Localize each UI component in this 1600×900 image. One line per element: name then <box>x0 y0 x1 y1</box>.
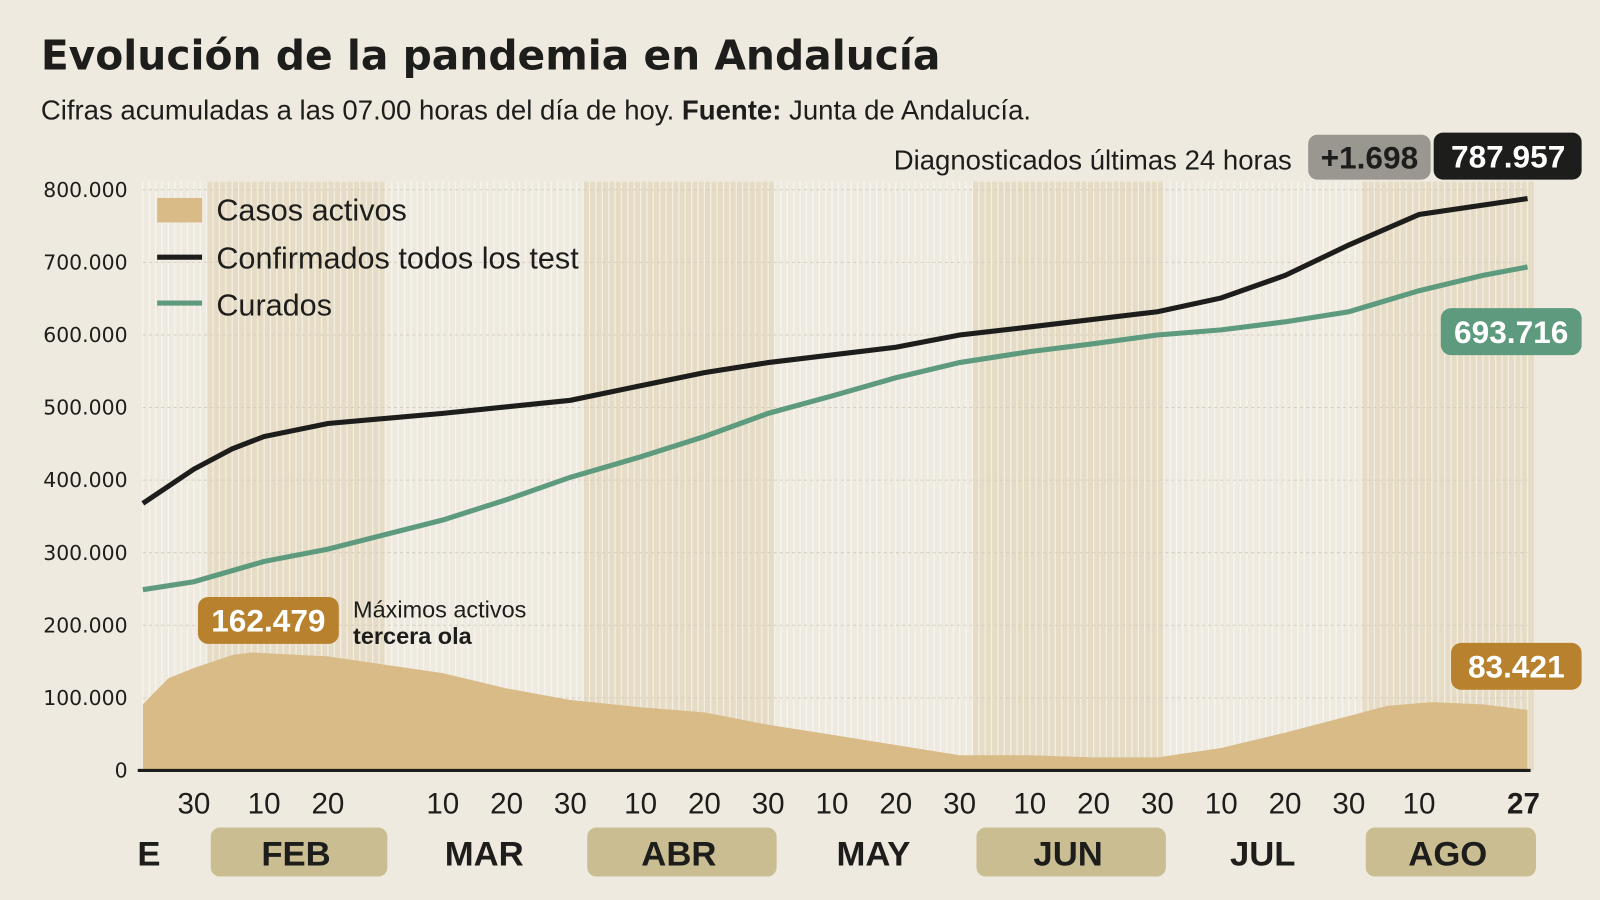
month-pill <box>587 827 777 877</box>
x-tick-label: 20 <box>1269 787 1302 820</box>
y-tick-label: 0 <box>115 759 128 783</box>
legend-label-recovered: Curados <box>216 288 332 322</box>
diagnosed-increment: +1.698 <box>1321 139 1419 175</box>
diagnosed-total-badge <box>1433 132 1582 180</box>
y-tick-label: 300.000 <box>43 541 127 565</box>
x-tick-label: 20 <box>1077 787 1110 820</box>
legend-swatch-active <box>157 197 203 223</box>
subtitle: Cifras acumuladas a las 07.00 horas del … <box>41 94 1031 125</box>
page-title: Evolución de la pandemia en Andalucía <box>41 31 941 79</box>
y-tick-label: 500.000 <box>43 396 127 420</box>
month-pill <box>976 827 1166 877</box>
month-label: MAY <box>837 835 911 873</box>
month-pill <box>1365 827 1536 877</box>
month-label: JUL <box>1230 835 1296 873</box>
x-tick-label: 10 <box>816 787 849 820</box>
month-label: E <box>137 835 160 873</box>
x-tick-label: 10 <box>248 787 281 820</box>
x-tick-label: 20 <box>879 787 912 820</box>
x-tick-label: 10 <box>1205 787 1238 820</box>
month-label: ABR <box>641 835 716 873</box>
y-tick-label: 600.000 <box>43 323 127 347</box>
peak-note-line1: Máximos activos <box>353 596 526 622</box>
legend: Casos activos Confirmados todos los test… <box>157 193 579 322</box>
diagnosed-label: Diagnosticados últimas 24 horas <box>894 144 1292 175</box>
x-tick-label: 10 <box>426 787 459 820</box>
y-tick-label: 400.000 <box>43 468 127 492</box>
recovered-last-value: 693.716 <box>1454 314 1568 350</box>
active-badge <box>1451 642 1582 690</box>
x-tick-label: 20 <box>490 787 523 820</box>
x-tick-label: 27 <box>1507 787 1540 820</box>
x-tick-label: 30 <box>177 787 210 820</box>
month-pill <box>210 827 388 877</box>
confirmed-line <box>141 196 1528 506</box>
y-tick-labels: 0 100.000 200.000 300.000 400.000 500.000 600.… <box>43 178 127 783</box>
legend-label-active: Casos activos <box>216 193 407 227</box>
peak-value: 162.479 <box>211 603 325 639</box>
x-tick-label: 20 <box>311 787 344 820</box>
month-labels: E FEB MAR ABR MAY JUN JUL AGO <box>137 827 1536 877</box>
month-label: AGO <box>1408 835 1487 873</box>
x-tick-label: 30 <box>943 787 976 820</box>
active-last-value: 83.421 <box>1468 649 1565 685</box>
peak-note-line2: tercera ola <box>353 623 473 649</box>
x-tick-label: 30 <box>752 787 785 820</box>
month-label: FEB <box>261 835 330 873</box>
recovered-line <box>142 264 1529 593</box>
y-tick-label: 100.000 <box>43 686 127 710</box>
x-tick-label: 10 <box>1403 787 1436 820</box>
x-tick-labels: 30 10 20 10 20 30 10 20 30 10 20 30 10 20 30 10 20 30 10 27 <box>177 787 1539 820</box>
x-tick-label: 30 <box>554 787 587 820</box>
x-tick-label: 10 <box>624 787 657 820</box>
x-tick-label: 30 <box>1332 787 1365 820</box>
day-stripes <box>142 181 1529 771</box>
x-tick-label: 10 <box>1013 787 1046 820</box>
y-tick-label: 800.000 <box>43 178 127 202</box>
x-tick-label: 20 <box>688 787 721 820</box>
month-label: JUN <box>1033 835 1102 873</box>
peak-badge <box>197 596 339 644</box>
y-tick-label: 200.000 <box>43 613 127 637</box>
month-label: MAR <box>445 835 524 873</box>
active-cases-area <box>142 652 1528 771</box>
legend-label-confirmed: Confirmados todos los test <box>216 241 579 275</box>
diagnosed-total: 787.957 <box>1451 138 1565 174</box>
recovered-badge <box>1440 308 1582 356</box>
diagnosed-increment-badge <box>1308 134 1431 180</box>
y-tick-label: 700.000 <box>43 251 127 275</box>
x-tick-label: 30 <box>1141 787 1174 820</box>
